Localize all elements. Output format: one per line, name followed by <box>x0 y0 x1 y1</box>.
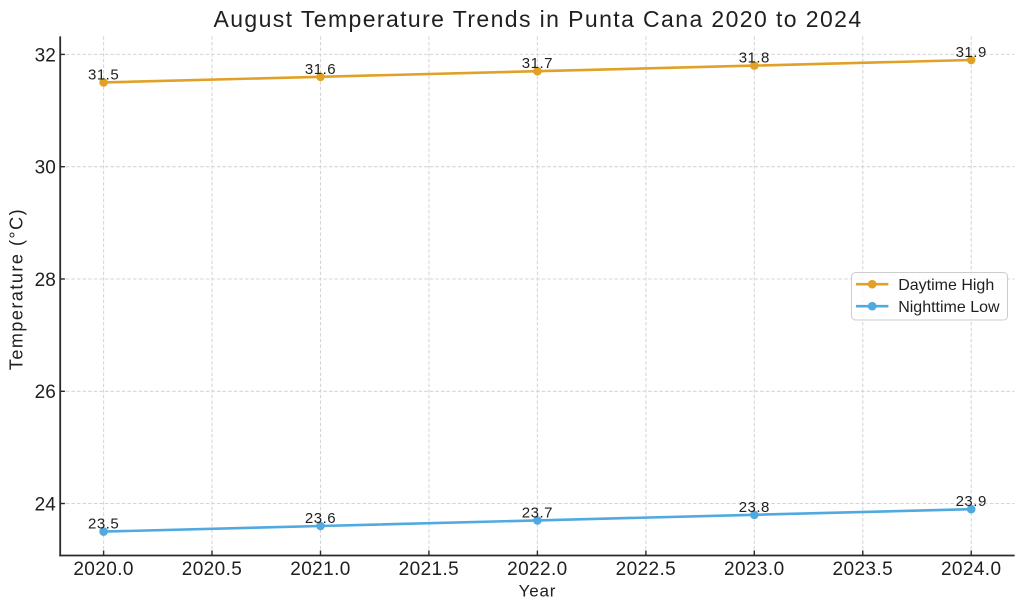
svg-text:Daytime High: Daytime High <box>898 277 994 294</box>
svg-text:2020.0: 2020.0 <box>73 559 134 580</box>
svg-text:23.6: 23.6 <box>305 510 336 527</box>
svg-text:26: 26 <box>35 382 56 403</box>
svg-text:August Temperature Trends in P: August Temperature Trends in Punta Cana … <box>213 6 862 32</box>
svg-text:31.7: 31.7 <box>522 55 553 72</box>
svg-text:23.9: 23.9 <box>956 493 987 510</box>
svg-text:23.5: 23.5 <box>88 516 119 533</box>
svg-text:31.6: 31.6 <box>305 61 336 78</box>
svg-text:2021.0: 2021.0 <box>290 559 351 580</box>
svg-text:2024.0: 2024.0 <box>941 559 1002 580</box>
svg-text:31.9: 31.9 <box>956 44 987 61</box>
svg-text:31.8: 31.8 <box>739 50 770 67</box>
svg-text:32: 32 <box>35 45 56 66</box>
svg-text:Nighttime Low: Nighttime Low <box>898 299 1000 316</box>
svg-text:2021.5: 2021.5 <box>399 559 460 580</box>
svg-text:24: 24 <box>35 494 57 515</box>
svg-text:31.5: 31.5 <box>88 66 119 83</box>
svg-text:23.7: 23.7 <box>522 504 553 521</box>
svg-text:28: 28 <box>35 270 56 291</box>
svg-text:23.8: 23.8 <box>739 499 770 516</box>
svg-text:2020.5: 2020.5 <box>182 559 243 580</box>
svg-text:2023.5: 2023.5 <box>833 559 894 580</box>
svg-text:2022.0: 2022.0 <box>507 559 568 580</box>
svg-text:30: 30 <box>35 158 56 179</box>
svg-text:2023.0: 2023.0 <box>724 559 785 580</box>
svg-text:Year: Year <box>519 581 557 600</box>
svg-text:2022.5: 2022.5 <box>616 559 677 580</box>
svg-text:Temperature (°C): Temperature (°C) <box>7 208 27 370</box>
